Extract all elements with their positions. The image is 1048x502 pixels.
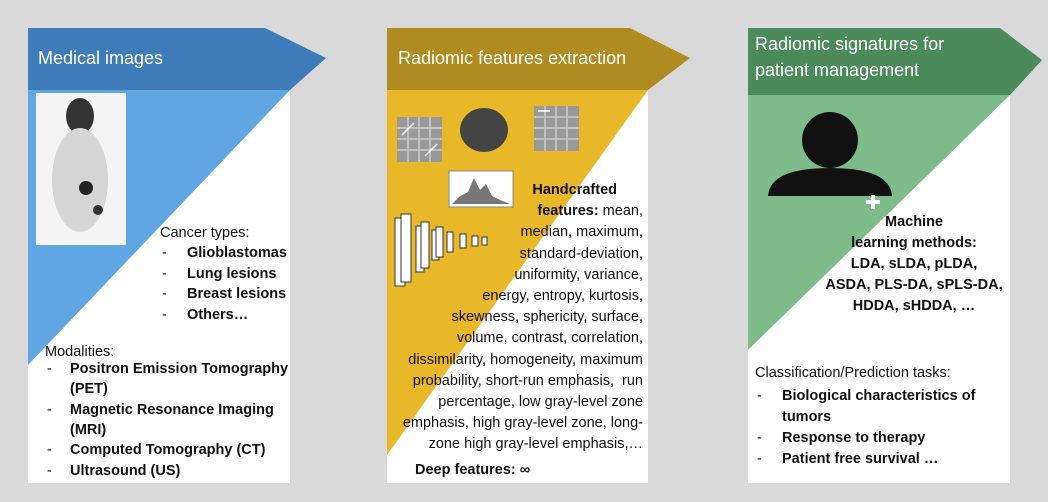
feature-line: median, maximum, [521,223,643,241]
header-arrow [387,28,690,90]
deep-features: Deep features: ∞ [415,461,530,479]
bullet-dash: - [162,245,167,261]
feature-line: volume, contrast, correlation, [457,329,643,347]
bullet-dash: - [47,361,52,377]
methods-line: LDA, sLDA, pLDA, [850,256,978,272]
feature-line: emphasis, high gray-level zone, long- [403,414,643,432]
list-item: (MRI) [70,421,107,438]
bullet-dash: - [757,388,762,404]
feature-text: percentage, low gray-level zone [438,394,643,410]
feature-line: standard-deviation, [520,245,643,263]
methods-line: ASDA, PLS-DA, sPLS-DA, [825,277,1003,293]
header-arrow [28,28,326,90]
scan-body [52,128,108,232]
feature-line: skewness, sphericity, surface, [451,308,643,326]
bullet-dash: - [162,286,167,302]
feature-text: emphasis, high gray-level zone, long- [402,415,643,432]
feature-text: energy, entropy, kurtosis, [482,288,643,304]
feature-text: skewness, sphericity, surface, [451,309,643,326]
methods-label: learning methods: [851,235,977,251]
list-item: Others… [187,306,249,323]
list-item: Magnetic Resonance Imaging [70,401,274,418]
list-item: Biological characteristics of [782,388,976,404]
cnn-icon [394,213,488,287]
feature-line: percentage, low gray-level zone [438,393,643,411]
bullet-dash: - [47,442,52,459]
tumor-blob [460,108,508,152]
list-item: Patient free survival … [782,451,939,467]
list-item: Glioblastomas [187,245,287,261]
panel-title: patient management [755,60,920,80]
scan-head [66,98,94,134]
feature-line: zone high gray-level emphasis,… [429,435,643,453]
methods-line: HDDA, sHDDA, … [852,298,976,314]
value: ∞ [519,462,531,478]
feature-text: zone high gray-level emphasis,… [428,436,643,453]
feature-text: mean, [598,203,643,220]
feature-text: standard-deviation, [519,245,643,262]
feature-line: dissimilarity, homogeneity, maximum [408,351,643,369]
texture-grid [397,117,442,162]
list-item: tumors [782,409,832,425]
feature-line: features: mean, [537,202,643,220]
panel-title: Medical images [38,48,164,68]
feature-text: uniformity, variance, [514,266,643,283]
methods-label: Machine [884,214,943,230]
histogram [448,170,514,208]
panel-title: Radiomic features extraction [398,48,627,68]
heading: Modalities: [45,344,115,360]
list-item: Lung lesions [187,265,277,282]
bullet-dash: - [47,462,52,479]
list-item: Ultrasound (US) [70,462,181,479]
list-item: (PET) [70,381,108,398]
bullet-dash: - [47,401,52,418]
feature-text: median, maximum, [520,224,643,241]
heading: Cancer types: [160,225,250,241]
feature-line: uniformity, variance, [514,266,643,284]
texture-grid [534,106,579,151]
list-item: Computed Tomography (CT) [70,442,266,459]
feature-line: energy, entropy, kurtosis, [482,287,643,305]
scan-organ [93,205,103,215]
bullet-dash: - [757,430,762,446]
handcrafted-label: features: [537,203,599,220]
feature-text: volume, contrast, correlation, [456,330,643,347]
bullet-dash: - [162,265,167,282]
list-item: Positron Emission Tomography [70,361,289,377]
feature-text: dissimilarity, homogeneity, maximum [408,351,643,368]
handcrafted-label: Handcrafted [532,182,617,198]
header-arrow [748,28,1042,95]
panel-title: Radiomic signatures for [755,34,945,54]
label: Deep features: [415,462,516,478]
list-item: Response to therapy [782,430,926,446]
heading: Classification/Prediction tasks: [755,365,951,381]
feature-text: probability, short-run emphasis, run [412,372,643,389]
feature-line: probability, short-run emphasis, run [413,372,643,390]
bullet-dash: - [162,306,167,323]
person-icon [768,112,892,209]
list-item: Breast lesions [187,286,287,302]
scan-organ [79,181,93,195]
bullet-dash: - [757,451,762,467]
